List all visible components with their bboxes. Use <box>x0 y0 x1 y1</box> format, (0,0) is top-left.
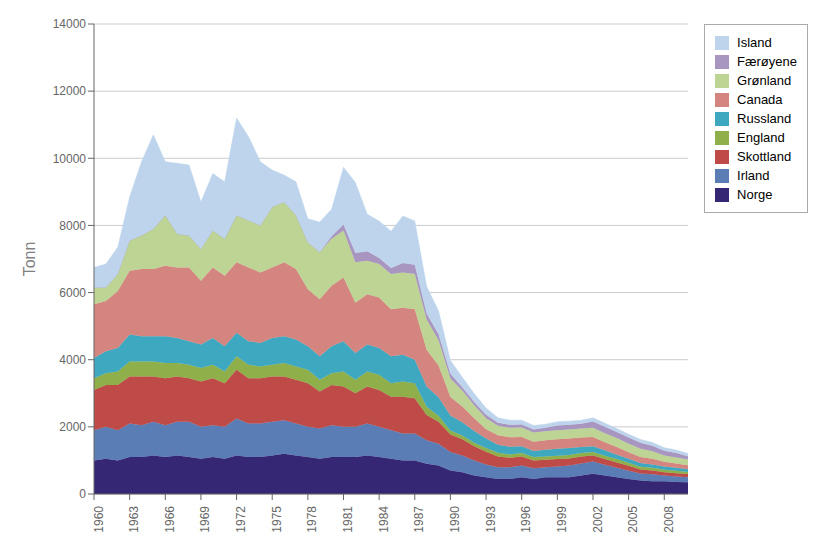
svg-text:1996: 1996 <box>519 506 533 533</box>
svg-text:1999: 1999 <box>555 506 569 533</box>
html-text:Canada: Canada <box>737 92 783 107</box>
svg-text:12000: 12000 <box>53 84 87 98</box>
svg-text:2005: 2005 <box>626 506 640 533</box>
svg-text:1984: 1984 <box>377 506 391 533</box>
svg-text:2008: 2008 <box>662 506 676 533</box>
html-text:Russland: Russland <box>737 111 792 126</box>
svg-text:6000: 6000 <box>59 286 86 300</box>
svg-text:1987: 1987 <box>412 506 426 533</box>
svg-text:0: 0 <box>79 487 86 501</box>
svg-text:4000: 4000 <box>59 353 86 367</box>
html-text:Norge: Norge <box>737 187 773 202</box>
svg-text:Tonn: Tonn <box>21 242 38 277</box>
svg-text:10000: 10000 <box>53 152 87 166</box>
svg-text:1993: 1993 <box>484 506 498 533</box>
html-text:Færøyene: Færøyene <box>737 54 797 69</box>
svg-text:1990: 1990 <box>448 506 462 533</box>
svg-text:14000: 14000 <box>53 17 87 31</box>
html-text:Irland: Irland <box>737 168 770 183</box>
html-text:England: England <box>737 130 785 145</box>
svg-text:1978: 1978 <box>305 506 319 533</box>
svg-text:1960: 1960 <box>92 506 106 533</box>
svg-text:1963: 1963 <box>127 506 141 533</box>
svg-text:2000: 2000 <box>59 420 86 434</box>
svg-text:2002: 2002 <box>591 506 605 533</box>
svg-text:8000: 8000 <box>59 219 86 233</box>
svg-text:1969: 1969 <box>198 506 212 533</box>
svg-text:1972: 1972 <box>234 506 248 533</box>
html-text:Grønland: Grønland <box>737 73 792 88</box>
svg-text:1975: 1975 <box>270 506 284 533</box>
html-text:Skottland: Skottland <box>737 149 792 164</box>
svg-text:1981: 1981 <box>341 506 355 533</box>
svg-text:1966: 1966 <box>163 506 177 533</box>
html-text:Island: Island <box>737 35 772 50</box>
